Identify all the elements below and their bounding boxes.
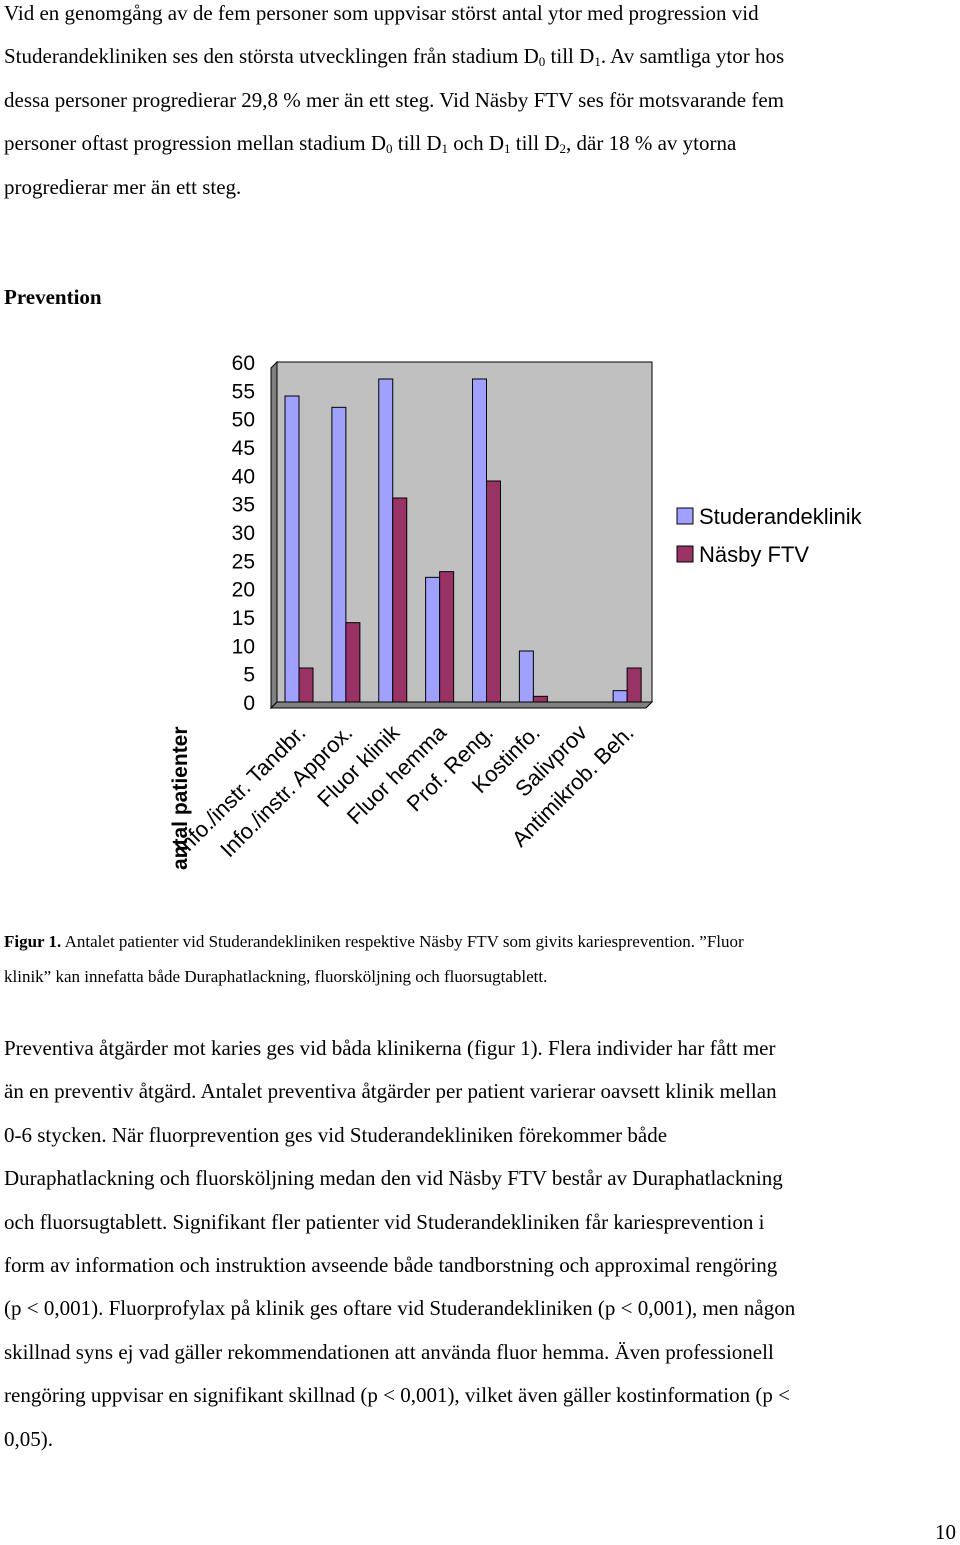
intro-line: Vid en genomgång av de fem personer som … bbox=[4, 1, 759, 25]
caption-line: Figur 1. Antalet patienter vid Studerand… bbox=[4, 932, 744, 951]
y-tick-label: 45 bbox=[232, 437, 255, 460]
bar bbox=[345, 622, 361, 703]
intro-line: Studerandekliniken ses den största utvec… bbox=[4, 44, 785, 70]
body-line: skillnad syns ej vad gäller rekommendati… bbox=[4, 1339, 774, 1364]
y-axis-ticks: 0 5 10 15 20 25 30 35 40 45 50 55 60 bbox=[232, 352, 255, 715]
body-line: än en preventiv åtgärd. Antalet preventi… bbox=[4, 1079, 777, 1104]
y-tick-label: 0 bbox=[243, 692, 255, 715]
bar bbox=[472, 378, 487, 703]
legend: Studerandeklinik Näsby FTV bbox=[676, 504, 863, 567]
body-line: Preventiva åtgärder mot karies ges vid b… bbox=[4, 1036, 776, 1060]
body-line: form av information och instruktion avse… bbox=[4, 1253, 778, 1278]
bar bbox=[392, 497, 408, 703]
y-tick-label: 20 bbox=[232, 579, 255, 602]
bar bbox=[425, 576, 441, 703]
bar bbox=[331, 406, 347, 703]
body-line: rengöring uppvisar en signifikant skilln… bbox=[4, 1383, 790, 1408]
plot-side-wall bbox=[270, 360, 278, 710]
prevention-chart: 0 5 10 15 20 25 30 35 40 45 50 55 60 Info./instr. Ta… bbox=[169, 352, 863, 870]
legend-label: Studerandeklinik bbox=[699, 504, 863, 529]
y-tick-label: 5 bbox=[243, 664, 255, 687]
y-axis-label: antal patienter bbox=[169, 726, 192, 870]
bar bbox=[626, 667, 642, 703]
plot-floor bbox=[269, 701, 654, 709]
bar bbox=[378, 378, 394, 703]
page-number: 10 bbox=[935, 1520, 956, 1544]
intro-line: progredierar mer än ett steg. bbox=[4, 174, 242, 199]
bar bbox=[486, 480, 501, 703]
y-tick-label: 55 bbox=[232, 380, 255, 403]
bar bbox=[612, 690, 628, 703]
body-line: 0,05). bbox=[4, 1426, 53, 1451]
bar bbox=[284, 395, 300, 703]
intro-line: dessa personer progredierar 29,8 % mer ä… bbox=[4, 87, 784, 112]
y-tick-label: 30 bbox=[232, 522, 255, 545]
section-heading: Prevention bbox=[4, 285, 102, 309]
legend-swatch bbox=[676, 507, 694, 525]
body-line: och fluorsugtablett. Signifikant fler pa… bbox=[4, 1209, 765, 1234]
body-paragraph: Preventiva åtgärder mot karies ges vid b… bbox=[4, 1027, 956, 1461]
figure-caption: Figur 1. Antalet patienter vid Studerand… bbox=[4, 924, 954, 994]
legend-swatch bbox=[676, 545, 694, 563]
y-tick-label: 40 bbox=[232, 465, 255, 488]
legend-label: Näsby FTV bbox=[699, 542, 809, 567]
x-axis-labels: Info./instr. Tandbr.Info./instr. Approx.… bbox=[170, 719, 638, 862]
y-tick-label: 60 bbox=[232, 352, 255, 375]
bar bbox=[439, 571, 455, 703]
bar bbox=[532, 695, 548, 703]
y-tick-label: 10 bbox=[232, 635, 255, 658]
body-line: (p < 0,001). Fluorprofylax på klinik ges… bbox=[4, 1296, 796, 1321]
y-tick-label: 25 bbox=[232, 550, 255, 573]
y-tick-label: 15 bbox=[232, 607, 255, 630]
bar bbox=[518, 650, 534, 703]
caption-line: klinik” kan innefatta både Duraphatlackn… bbox=[4, 967, 548, 986]
plot-area bbox=[269, 360, 654, 710]
y-tick-label: 35 bbox=[232, 494, 255, 517]
body-line: 0-6 stycken. När fluorprevention ges vid… bbox=[4, 1122, 668, 1147]
body-line: Duraphatlackning och fluorsköljning meda… bbox=[4, 1166, 783, 1191]
bars bbox=[284, 378, 642, 703]
caption-label: Figur 1. bbox=[4, 932, 62, 951]
intro-line: personer oftast progression mellan stadi… bbox=[4, 131, 737, 157]
y-tick-label: 50 bbox=[232, 409, 255, 432]
intro-paragraph: Vid en genomgång av de fem personer som … bbox=[4, 0, 956, 209]
bar bbox=[298, 667, 314, 703]
